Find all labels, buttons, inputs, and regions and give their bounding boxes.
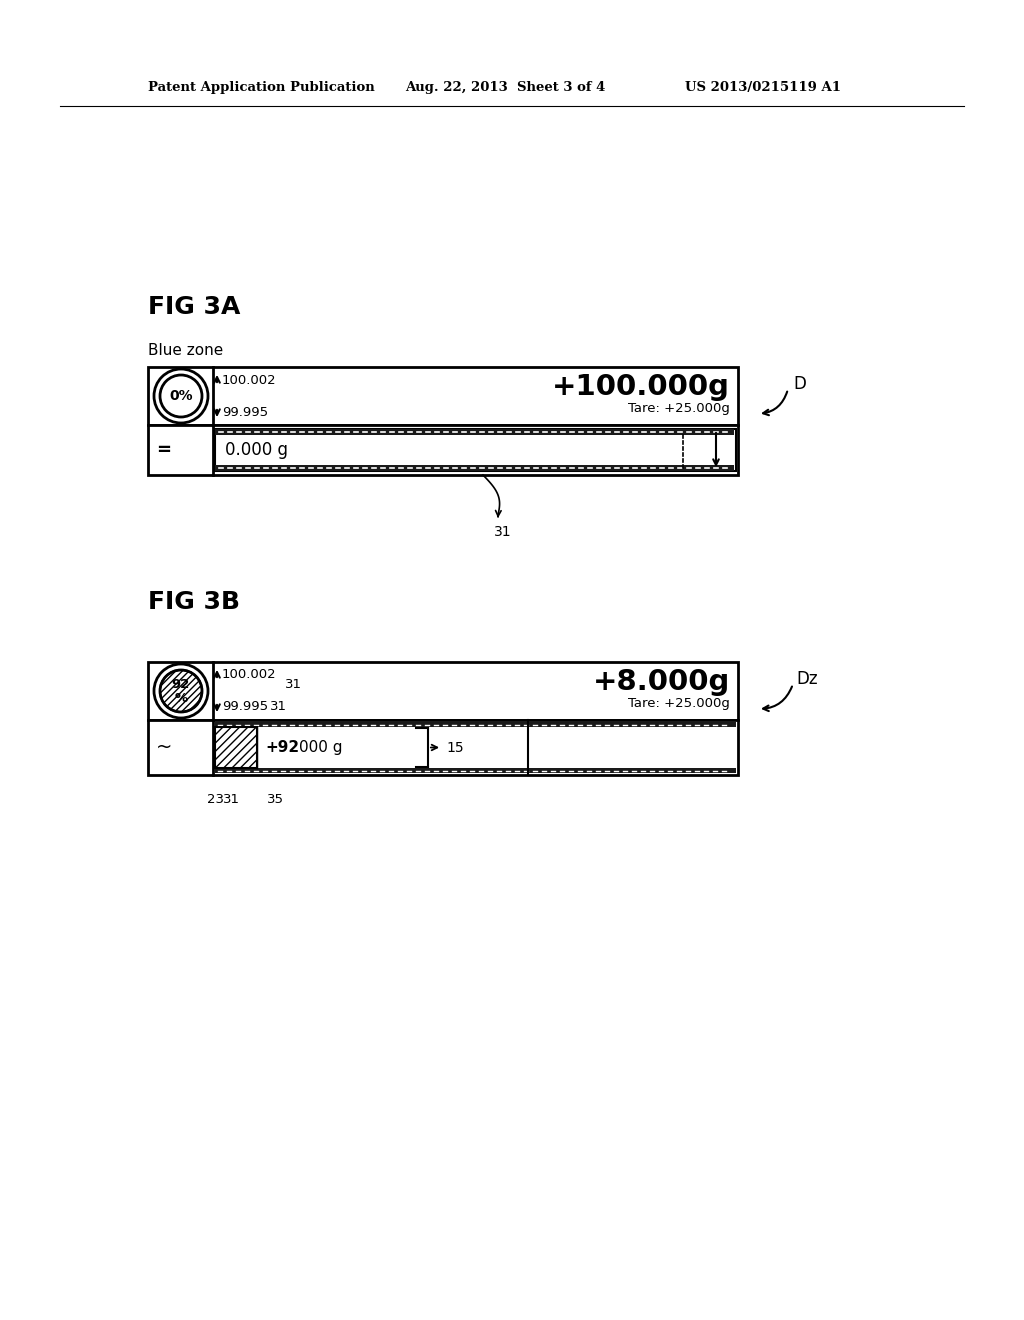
Text: 000 g: 000 g bbox=[299, 741, 342, 755]
Text: FIG 3B: FIG 3B bbox=[148, 590, 240, 614]
Text: 0.000 g: 0.000 g bbox=[225, 441, 288, 459]
Text: %: % bbox=[174, 692, 187, 705]
Text: 31: 31 bbox=[495, 525, 512, 539]
Text: 0%: 0% bbox=[169, 389, 193, 403]
Circle shape bbox=[160, 671, 202, 711]
Text: +8.000g: +8.000g bbox=[593, 668, 730, 697]
Text: 31: 31 bbox=[270, 701, 287, 714]
Bar bbox=[148, 663, 738, 719]
Bar bbox=[215, 768, 736, 774]
Bar bbox=[215, 429, 734, 436]
Text: 15: 15 bbox=[446, 741, 464, 755]
Text: Dz: Dz bbox=[796, 671, 817, 688]
Text: D: D bbox=[793, 375, 806, 393]
Text: +92: +92 bbox=[265, 741, 299, 755]
Text: ~: ~ bbox=[156, 738, 172, 756]
Bar bbox=[215, 727, 257, 768]
Text: Patent Application Publication: Patent Application Publication bbox=[148, 82, 375, 95]
Text: US 2013/0215119 A1: US 2013/0215119 A1 bbox=[685, 82, 841, 95]
Bar bbox=[148, 719, 738, 775]
Bar bbox=[148, 367, 738, 425]
Text: 31: 31 bbox=[285, 677, 302, 690]
Bar bbox=[215, 465, 734, 471]
Text: 99.995: 99.995 bbox=[222, 405, 268, 418]
Bar bbox=[148, 425, 738, 475]
Text: 99.995: 99.995 bbox=[222, 701, 268, 714]
Text: =: = bbox=[157, 441, 171, 459]
Bar bbox=[215, 722, 736, 727]
Text: 35: 35 bbox=[267, 793, 284, 807]
Text: Tare: +25.000g: Tare: +25.000g bbox=[628, 403, 730, 416]
Text: 100.002: 100.002 bbox=[222, 374, 276, 387]
Text: 92: 92 bbox=[172, 677, 190, 690]
Text: FIG 3A: FIG 3A bbox=[148, 294, 241, 319]
Text: Aug. 22, 2013  Sheet 3 of 4: Aug. 22, 2013 Sheet 3 of 4 bbox=[406, 82, 605, 95]
Text: 100.002: 100.002 bbox=[222, 668, 276, 681]
Text: 31: 31 bbox=[222, 793, 240, 807]
Text: +100.000g: +100.000g bbox=[552, 374, 730, 401]
Text: Tare: +25.000g: Tare: +25.000g bbox=[628, 697, 730, 710]
Text: 23: 23 bbox=[207, 793, 223, 807]
Text: Blue zone: Blue zone bbox=[148, 343, 223, 358]
Bar bbox=[215, 429, 736, 471]
